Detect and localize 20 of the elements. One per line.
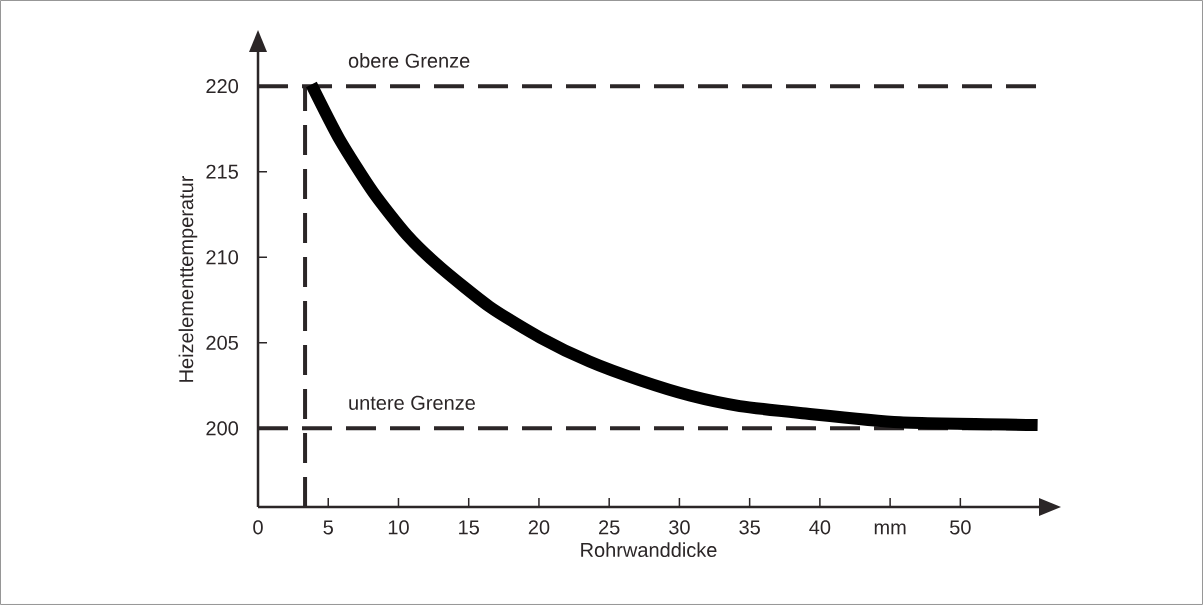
x-tick-label: 15 [459,520,479,535]
ref-line-label: untere Grenze [349,395,475,410]
x-tick-label: 40 [809,520,831,535]
x-tick-label: 0 [253,520,263,535]
ref-line-label: obere Grenze [348,53,470,68]
y-tick-label: 200 [206,421,239,436]
y-tick-label: 215 [206,164,238,179]
x-tick-label: 50 [950,520,971,535]
x-tick-label: 10 [388,520,409,535]
x-tick-label: mm [874,523,906,535]
x-tick-label: 5 [323,520,333,535]
y-tick-label: 220 [206,79,239,94]
x-tick-label: 25 [599,520,620,535]
x-tick-label: 30 [669,520,690,535]
x-axis-title: Rohrwanddicke [581,542,717,558]
y-tick-label: 210 [206,250,239,265]
x-tick-label: 35 [739,520,760,535]
y-tick-label: 205 [206,335,238,350]
y-axis-title: Heizelementtemperatur [178,175,198,382]
x-tick-label: 20 [528,520,550,535]
